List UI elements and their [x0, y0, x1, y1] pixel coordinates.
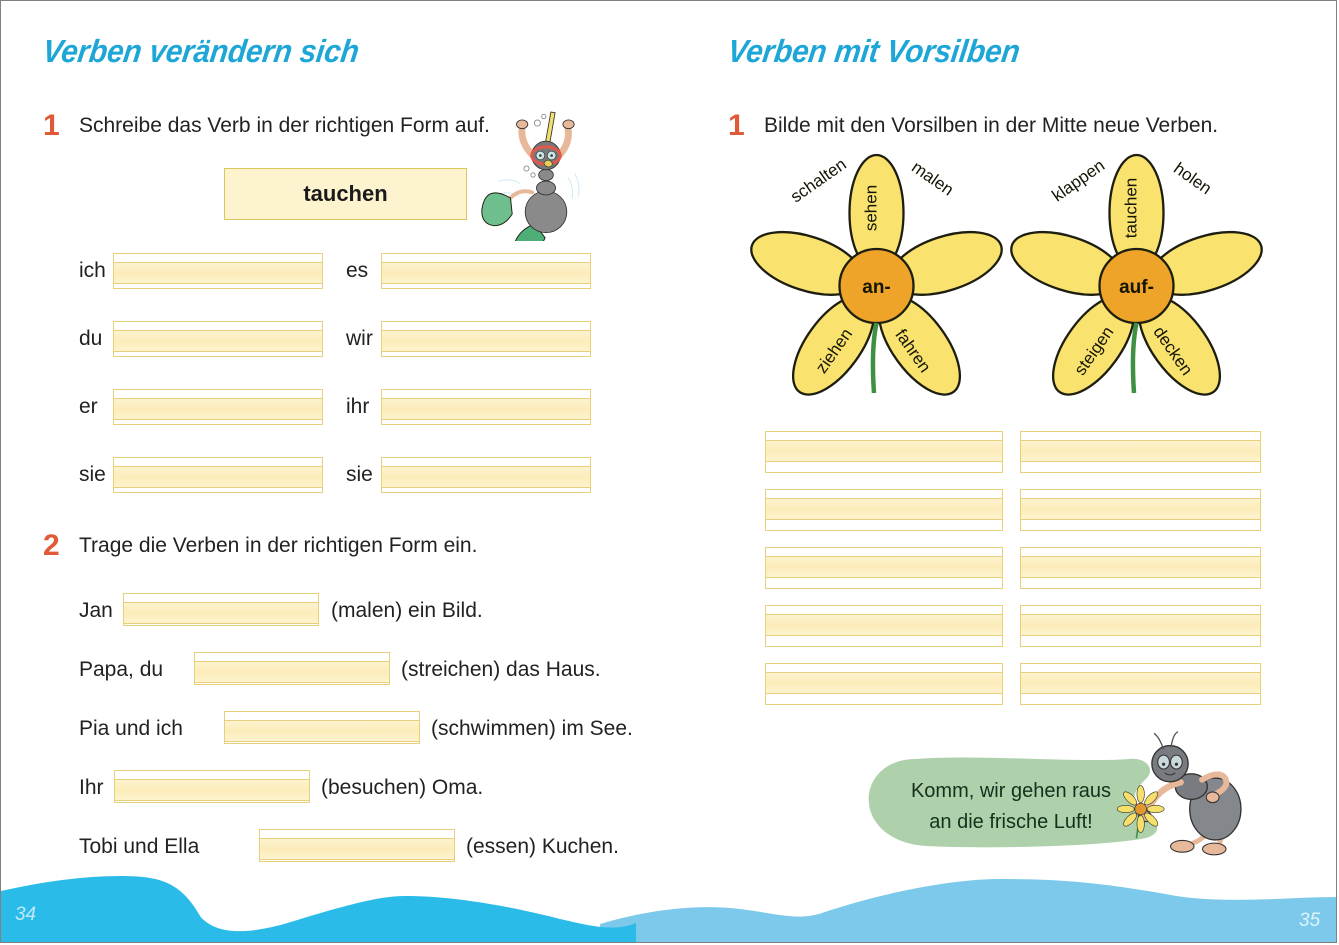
svg-text:schalten: schalten	[787, 155, 850, 207]
svg-text:34: 34	[15, 904, 36, 925]
svg-text:tauchen: tauchen	[1122, 178, 1141, 239]
svg-text:auf-: auf-	[1119, 277, 1154, 298]
svg-text:sehen: sehen	[862, 185, 881, 231]
svg-text:holen: holen	[1170, 159, 1215, 198]
svg-text:klappen: klappen	[1049, 156, 1109, 206]
svg-text:malen: malen	[908, 157, 957, 199]
svg-text:an-: an-	[862, 277, 891, 298]
svg-text:35: 35	[1299, 910, 1321, 931]
